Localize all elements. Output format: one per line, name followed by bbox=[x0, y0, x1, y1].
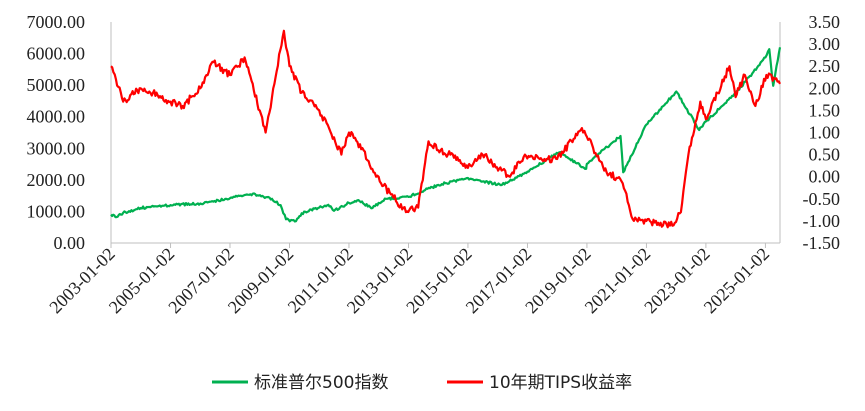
series-line-tips-yield bbox=[110, 29, 781, 229]
y-left-tick-label: 1000.00 bbox=[27, 201, 86, 221]
y-right-tick-label: 2.00 bbox=[809, 78, 841, 98]
y-right-tick-label: -1.50 bbox=[803, 233, 841, 253]
y-left-tick-label: 0.00 bbox=[54, 233, 86, 253]
legend-label-sp500: 标准普尔500指数 bbox=[254, 373, 388, 393]
y-left-tick-label: 2000.00 bbox=[27, 170, 86, 190]
y-right-tick-label: 1.00 bbox=[809, 123, 841, 143]
legend-label-tips: 10年期TIPS收益率 bbox=[489, 373, 632, 393]
y-right-tick-label: -0.50 bbox=[803, 189, 841, 209]
y-left-tick-label: 4000.00 bbox=[27, 107, 86, 127]
legend: 标准普尔500指数 10年期TIPS收益率 bbox=[212, 373, 632, 393]
y-right-tick-label: 0.50 bbox=[809, 145, 841, 165]
series-layer bbox=[110, 29, 782, 229]
y-left-tick-label: 5000.00 bbox=[27, 75, 86, 95]
series-line-sp500 bbox=[110, 47, 782, 223]
y-right-tick-label: 3.00 bbox=[809, 34, 841, 54]
x-tick-label: 2025-01-02 bbox=[700, 244, 774, 318]
y-right-tick-label: -1.00 bbox=[803, 211, 841, 231]
axes: 0.00 1000.00 2000.00 3000.00 4000.00 5000.00 6… bbox=[27, 12, 841, 317]
y-right-tick-label: 1.50 bbox=[809, 100, 841, 120]
y-right-tick-label: 3.50 bbox=[809, 12, 841, 32]
y-left-tick-label: 3000.00 bbox=[27, 138, 86, 158]
y-left-tick-label: 7000.00 bbox=[27, 12, 86, 32]
y-right-tick-label: 2.50 bbox=[809, 56, 841, 76]
y-right-tick-label: 0.00 bbox=[809, 167, 841, 187]
y-left-tick-label: 6000.00 bbox=[27, 44, 86, 64]
